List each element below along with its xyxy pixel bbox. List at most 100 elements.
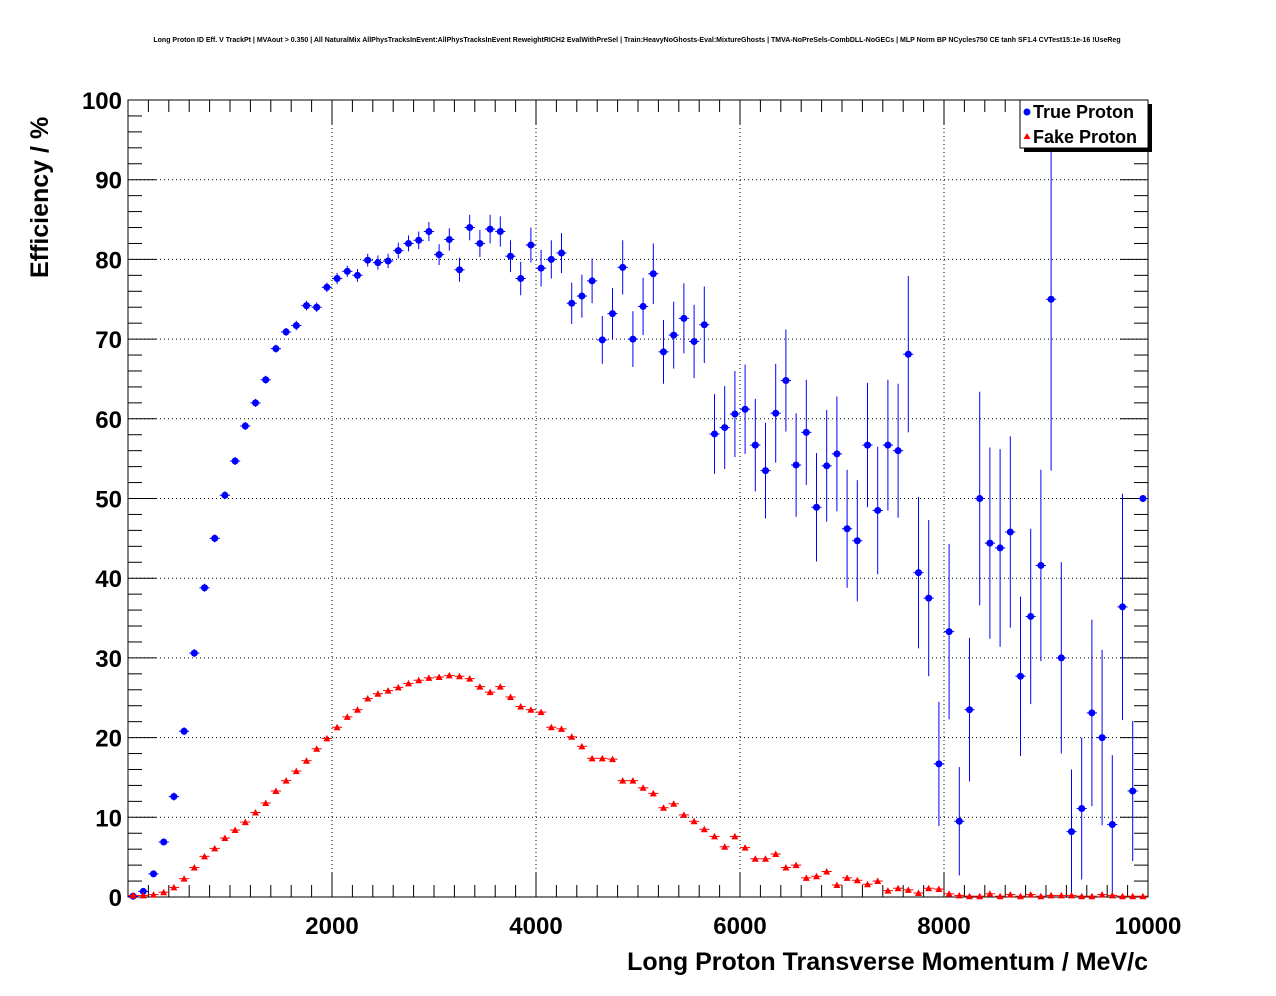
data-point	[741, 844, 749, 851]
series-true-proton	[128, 127, 1148, 900]
data-point	[700, 825, 708, 833]
data-point	[609, 310, 616, 318]
data-point	[782, 864, 790, 871]
data-point	[976, 892, 984, 900]
data-point	[639, 784, 647, 791]
data-point	[670, 331, 678, 339]
data-point	[802, 428, 810, 436]
data-point	[966, 892, 973, 900]
data-point	[415, 676, 423, 684]
data-point	[507, 693, 514, 700]
y-axis-label: Efficiency / %	[26, 117, 54, 278]
data-point	[670, 800, 678, 807]
data-point	[690, 817, 698, 825]
data-point	[904, 886, 912, 893]
legend-fake-proton-marker	[1023, 133, 1031, 139]
data-point	[894, 884, 902, 892]
data-point	[649, 270, 657, 278]
data-point	[282, 328, 290, 336]
data-point	[935, 760, 943, 768]
data-point	[496, 228, 504, 236]
data-point	[1108, 820, 1116, 828]
data-point	[853, 537, 861, 545]
data-point	[405, 239, 412, 247]
data-point	[231, 457, 239, 465]
y-tick-label: 60	[95, 407, 122, 434]
data-point	[170, 883, 178, 891]
data-point	[1119, 603, 1126, 611]
x-tick-label: 4000	[509, 913, 562, 940]
data-point	[751, 441, 759, 449]
data-point	[180, 875, 188, 882]
data-point	[660, 348, 667, 356]
series-fake-proton	[128, 671, 1148, 900]
data-point	[1088, 892, 1096, 900]
data-point	[558, 725, 565, 732]
data-point	[1088, 709, 1096, 717]
data-point	[1017, 672, 1024, 680]
data-point	[354, 706, 361, 713]
data-point	[303, 302, 310, 310]
data-point	[578, 742, 586, 750]
y-tick-label: 0	[109, 885, 122, 912]
data-point	[802, 874, 810, 881]
data-point	[1047, 891, 1055, 899]
data-point	[823, 867, 831, 875]
y-tick-label: 20	[95, 726, 122, 753]
data-point	[394, 247, 402, 255]
data-point	[1119, 892, 1126, 900]
data-point	[150, 891, 157, 898]
data-point	[558, 249, 565, 257]
data-point	[211, 534, 219, 542]
data-point	[170, 793, 178, 801]
data-point	[1068, 828, 1075, 836]
data-point	[864, 880, 871, 888]
data-point	[323, 734, 331, 742]
y-tick-label: 100	[82, 88, 122, 115]
data-point	[843, 874, 851, 881]
data-point	[639, 302, 647, 310]
data-point	[160, 838, 168, 846]
data-point	[884, 441, 892, 449]
data-point	[466, 224, 474, 232]
y-tick-label: 70	[95, 327, 122, 354]
data-point	[833, 450, 841, 458]
data-point	[792, 461, 800, 469]
data-point	[313, 745, 321, 752]
data-point	[292, 322, 300, 330]
data-point	[190, 649, 198, 657]
data-point	[680, 811, 688, 818]
data-point	[721, 843, 729, 850]
data-point	[945, 890, 953, 897]
data-point	[384, 257, 392, 265]
data-point	[853, 876, 861, 884]
data-point	[272, 787, 280, 794]
data-point	[405, 679, 412, 687]
y-tick-label: 40	[95, 566, 122, 593]
data-point	[1108, 891, 1116, 899]
data-point	[955, 891, 963, 899]
data-point	[507, 252, 514, 260]
data-point	[609, 755, 616, 763]
data-point	[660, 804, 667, 811]
data-point	[629, 777, 637, 784]
data-point	[986, 539, 994, 547]
data-point	[150, 870, 157, 878]
data-point	[915, 889, 922, 897]
data-point	[1037, 561, 1045, 569]
data-point	[384, 687, 392, 694]
data-point	[598, 336, 606, 344]
data-point	[435, 251, 443, 259]
x-tick-label: 8000	[917, 913, 970, 940]
data-point	[486, 225, 494, 233]
data-point	[1017, 892, 1024, 900]
data-point	[252, 399, 259, 407]
data-point	[272, 345, 280, 353]
data-point	[1129, 787, 1137, 795]
legend-true-proton-marker	[1023, 108, 1031, 116]
data-point	[833, 881, 841, 889]
data-point	[945, 628, 953, 636]
data-point	[364, 695, 372, 702]
data-point	[486, 688, 494, 696]
